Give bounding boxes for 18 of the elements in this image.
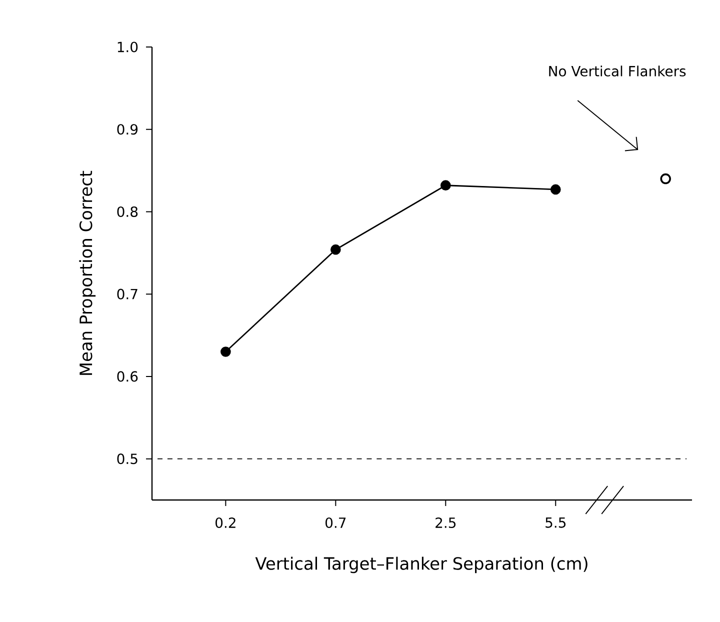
y-axis-title: Mean Proportion Correct: [79, 170, 96, 375]
x-tick-label: 2.5: [436, 517, 456, 528]
x-tick-label: 0.2: [216, 517, 236, 528]
y-tick-label: 1.0: [118, 42, 138, 52]
y-tick-label: 0.6: [117, 371, 138, 382]
point: [660, 173, 671, 184]
point: [330, 244, 341, 255]
y-tick-label: 0.8: [117, 206, 138, 218]
y-tick-label: 0.5: [117, 454, 138, 464]
y-tick-label: 0.7: [117, 288, 138, 300]
y-tick-label: 0.9: [117, 124, 138, 135]
point: [440, 180, 451, 191]
x-axis-title: Vertical Target–Flanker Separation (cm): [255, 556, 588, 574]
x-tick-label: 5.5: [546, 517, 566, 528]
annotation: No Vertical Flankers: [549, 66, 686, 76]
point: [550, 184, 561, 195]
x-tick-label: 0.7: [326, 517, 346, 528]
point: [220, 346, 231, 357]
